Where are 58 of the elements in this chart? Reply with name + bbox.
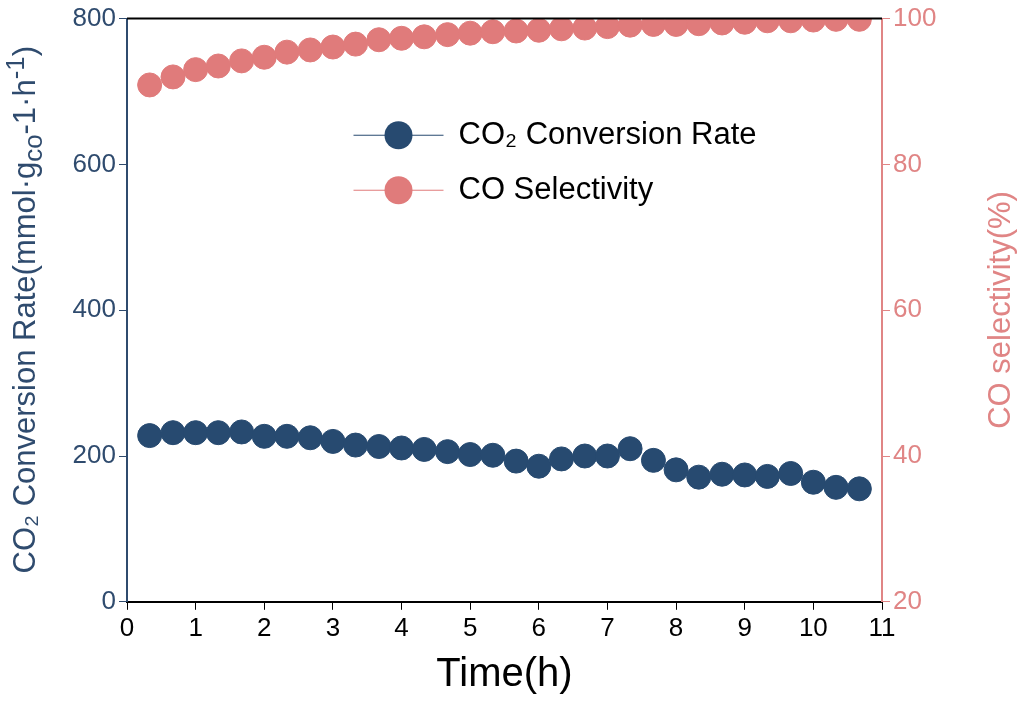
point [183, 420, 209, 446]
y2-tick-label: 40 [893, 439, 922, 470]
point [754, 463, 780, 489]
point [594, 443, 620, 469]
y2-tick-label: 60 [893, 293, 922, 324]
y2-axis-title: CO selectivity(%) [981, 191, 1018, 430]
x-tick-label: 7 [600, 611, 615, 642]
point [823, 474, 849, 500]
y2-tick-label: 20 [893, 584, 922, 615]
point [572, 443, 598, 469]
point [686, 464, 712, 490]
point [548, 446, 574, 472]
x-tick-label: 10 [798, 611, 828, 642]
point [640, 447, 666, 473]
point [389, 435, 415, 461]
y-tick-label: 600 [72, 147, 116, 178]
point [503, 448, 529, 474]
point [137, 423, 163, 449]
point [251, 423, 277, 449]
point [617, 436, 643, 462]
point [480, 442, 506, 468]
y-tick-label: 800 [72, 1, 116, 32]
point [274, 423, 300, 449]
point [435, 439, 461, 465]
point [320, 428, 346, 454]
point [160, 420, 186, 446]
x-tick-label: 4 [394, 611, 409, 642]
y-tick-label: 0 [101, 584, 116, 615]
point [297, 425, 323, 451]
point [411, 436, 437, 462]
point [800, 469, 826, 495]
x-tick-label: 1 [188, 611, 203, 642]
point [663, 457, 689, 483]
x-tick-label: 11 [868, 611, 896, 642]
x-tick-label: 8 [668, 611, 684, 642]
point [343, 432, 369, 458]
x-axis-title: Time(h) [436, 650, 573, 695]
point [846, 476, 872, 502]
point [526, 453, 552, 479]
x-tick-label: 5 [462, 611, 478, 642]
point [366, 434, 392, 460]
point [732, 462, 758, 488]
point [778, 461, 804, 486]
point [457, 442, 483, 468]
legend-label: CO₂ Conversion Rate [458, 115, 757, 151]
x-tick-label: 6 [531, 611, 547, 642]
y-tick-label: 200 [72, 439, 116, 470]
point [709, 461, 735, 487]
x-tick-label: 0 [119, 611, 135, 642]
point [229, 419, 255, 445]
point [205, 420, 231, 446]
legend-label: CO Selectivity [458, 170, 654, 206]
x-tick-label: 9 [737, 611, 752, 642]
x-tick-label: 2 [257, 611, 272, 642]
y2-tick-label: 100 [893, 1, 937, 32]
x-tick-label: 3 [325, 611, 341, 642]
y-tick-label: 400 [72, 293, 116, 324]
y2-tick-label: 80 [893, 147, 922, 178]
